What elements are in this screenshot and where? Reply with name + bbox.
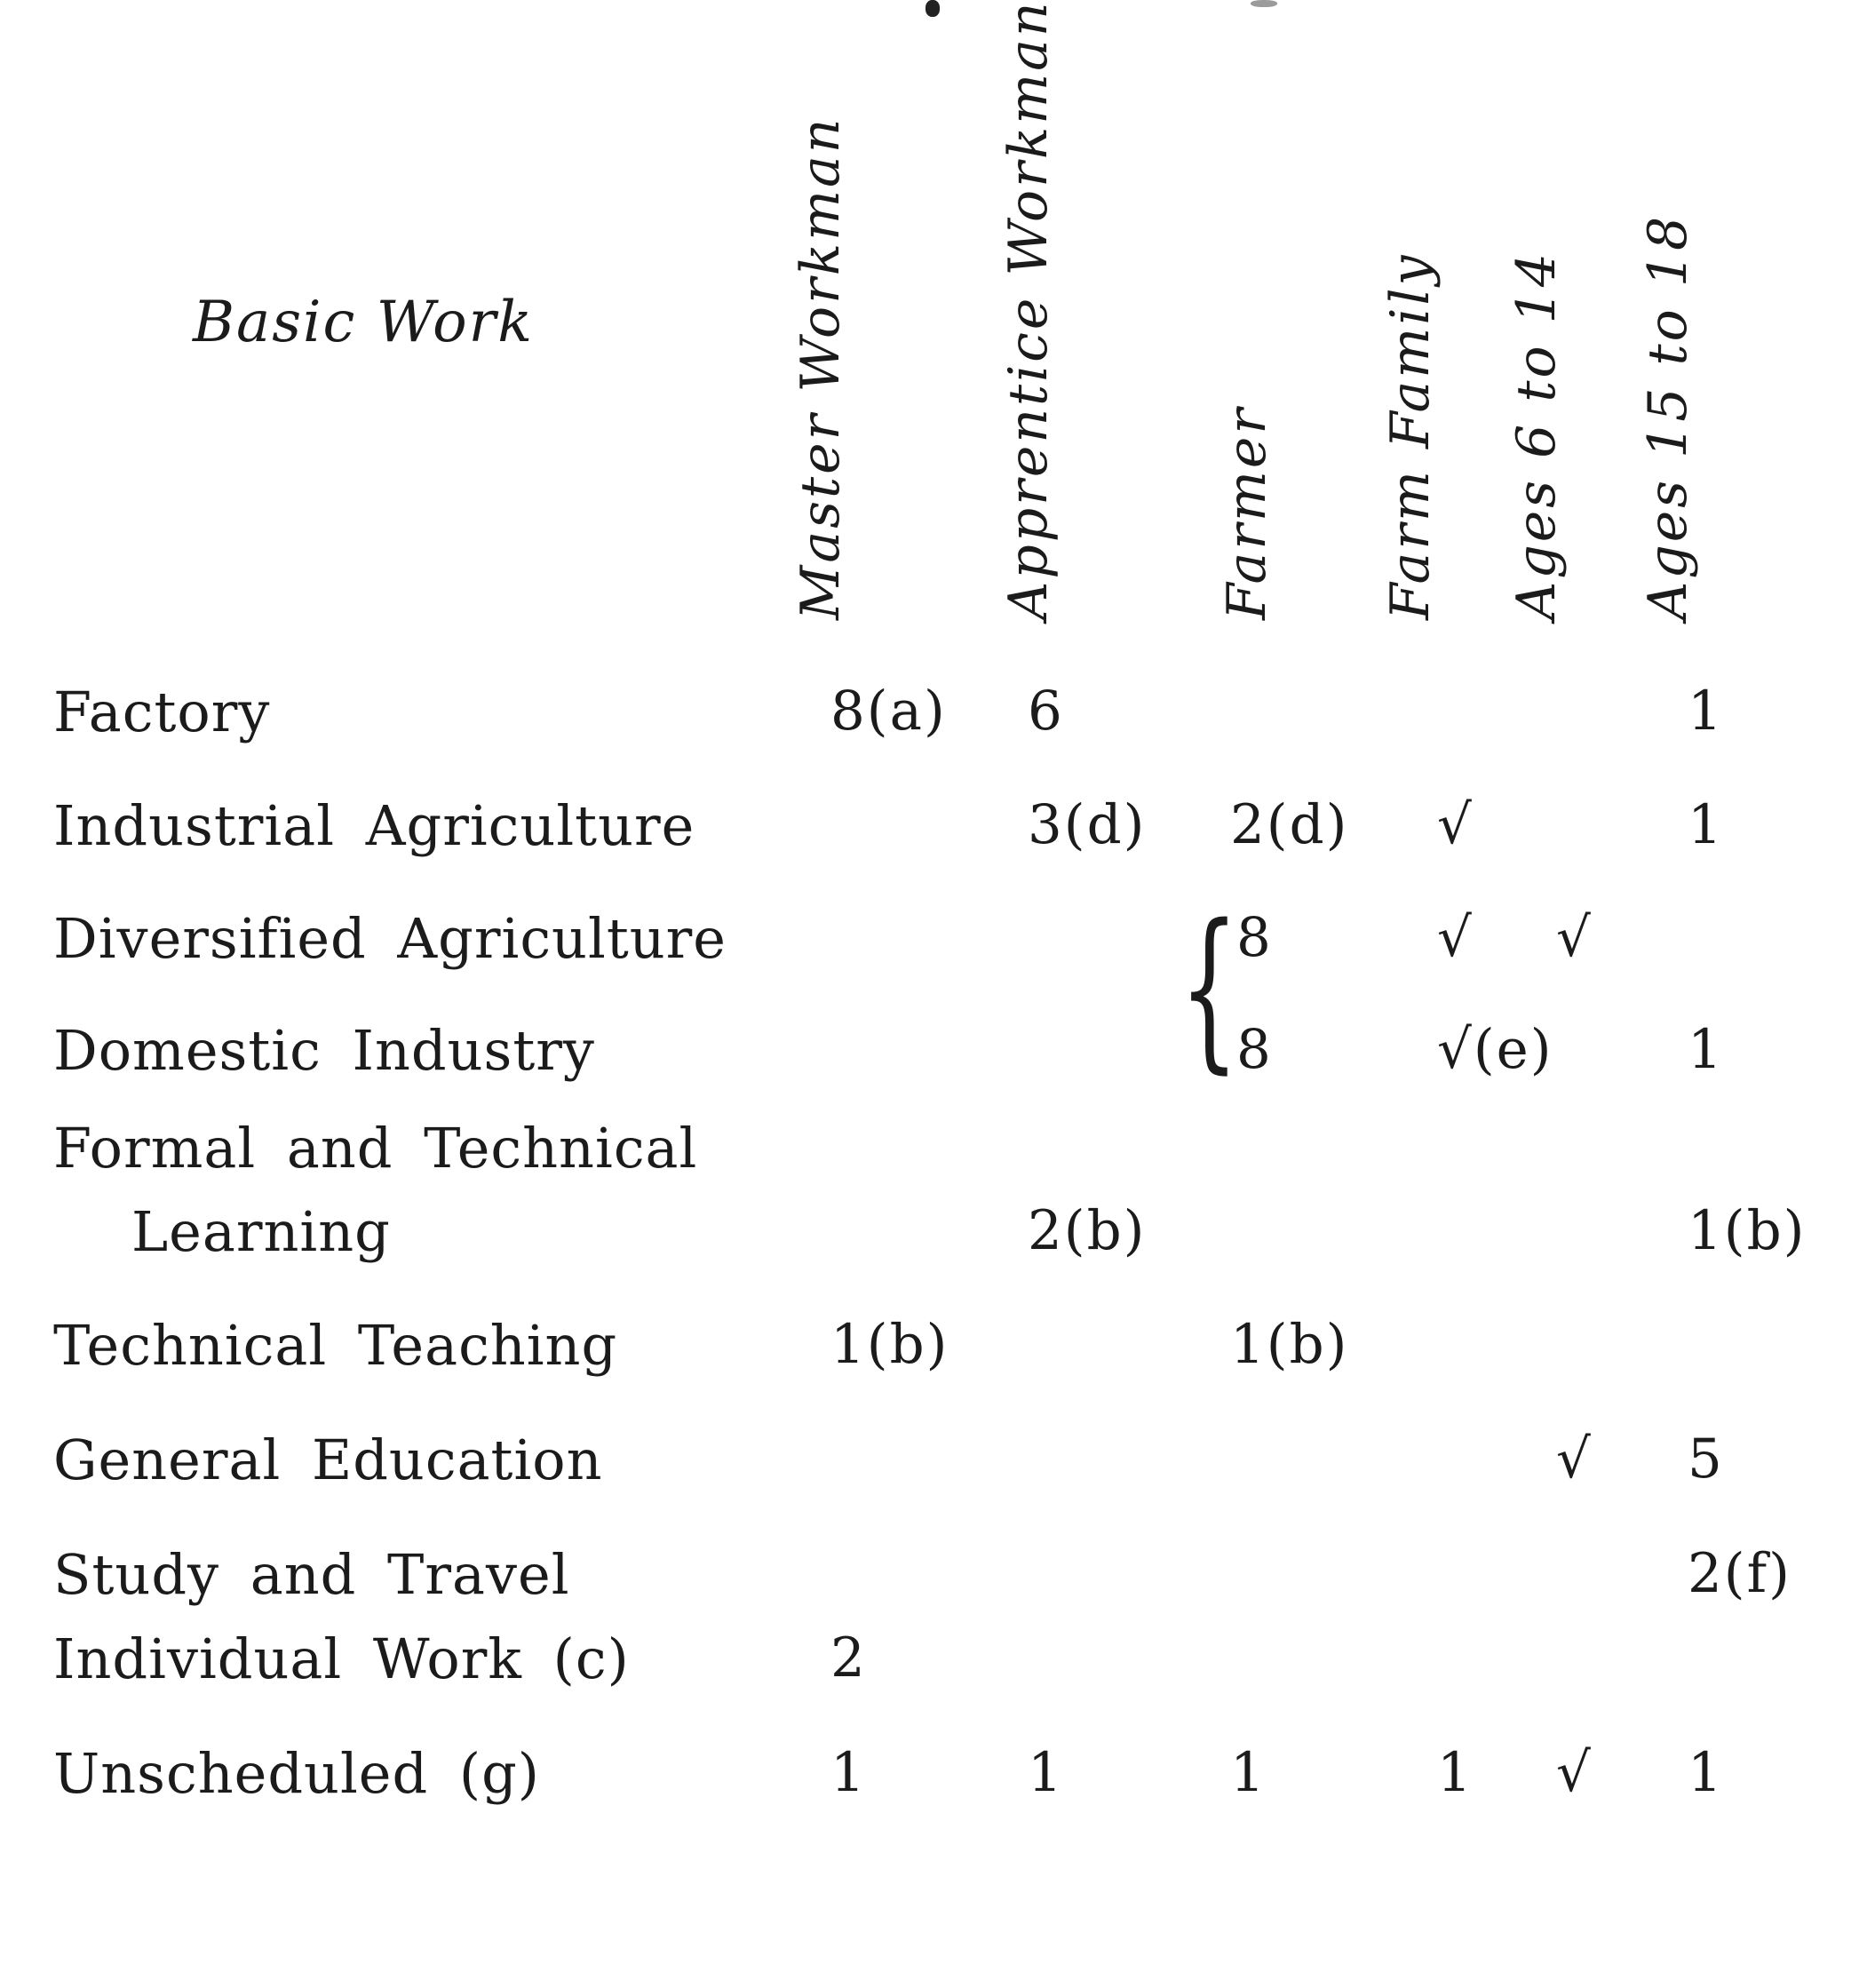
table-cell: 2	[830, 1626, 867, 1690]
table-cell: 8	[1236, 906, 1273, 969]
table-cell: 2(d)	[1230, 793, 1349, 856]
table-row-label: Diversified Agriculture	[53, 906, 727, 971]
table-cell: √	[1437, 793, 1474, 856]
table-row-label-line2: Learning	[131, 1199, 391, 1264]
column-header-farmer: Farmer	[1216, 405, 1278, 620]
table-cell: √	[1556, 1741, 1593, 1804]
table-row-label: Technical Teaching	[53, 1313, 618, 1378]
table-cell: 1	[1688, 1741, 1724, 1804]
column-header-ages-6-to-14: Ages 6 to 14	[1505, 250, 1568, 620]
table-row-label: Industrial Agriculture	[53, 793, 695, 858]
column-header-apprentice-workman: Apprentice Workman	[997, 0, 1060, 620]
scan-artifact	[1251, 0, 1277, 7]
table-cell: 3(d)	[1028, 793, 1147, 856]
table-cell: 2(f)	[1688, 1542, 1791, 1605]
table-row-label: Study and Travel	[53, 1542, 570, 1607]
table-cell: 5	[1688, 1427, 1724, 1491]
row-group-brace: {	[1180, 888, 1239, 1090]
table-cell: 1	[1028, 1741, 1064, 1804]
table-cell: √	[1556, 1427, 1593, 1491]
table-cell: 1	[830, 1741, 867, 1804]
table-cell: 1	[1688, 793, 1724, 856]
table-row-label: Formal and Technical	[53, 1116, 698, 1181]
table-cell: √	[1437, 906, 1474, 969]
table-cell: 1(b)	[830, 1313, 949, 1376]
table-cell: √(e)	[1437, 1018, 1553, 1081]
column-header-ages-15-to-18: Ages 15 to 18	[1637, 213, 1699, 620]
table-cell: 1	[1688, 680, 1724, 743]
table-cell: √	[1556, 906, 1593, 969]
table-cell: 1(b)	[1688, 1199, 1807, 1262]
table-cell: 8(a)	[830, 680, 947, 743]
table-cell: 2(b)	[1028, 1199, 1147, 1262]
column-header-master-workman: Master Workman	[790, 115, 852, 620]
table-row-label: Unscheduled (g)	[53, 1741, 540, 1806]
corner-header-basic-work: Basic Work	[193, 290, 535, 355]
table-cell: 8	[1236, 1018, 1273, 1081]
table-row-label: General Education	[53, 1427, 603, 1492]
table-row-label: Individual Work (c)	[53, 1626, 630, 1691]
table-cell: 1	[1230, 1741, 1267, 1804]
table-cell: 1	[1437, 1741, 1474, 1804]
scan-artifact	[926, 0, 940, 17]
table-cell: 1	[1688, 1018, 1724, 1081]
table-row-label: Domestic Industry	[53, 1018, 595, 1083]
table-row-label: Factory	[53, 680, 271, 744]
table-cell: 6	[1028, 680, 1064, 743]
table-cell: 1(b)	[1230, 1313, 1349, 1376]
column-header-farm-family: Farm Family	[1379, 252, 1442, 620]
